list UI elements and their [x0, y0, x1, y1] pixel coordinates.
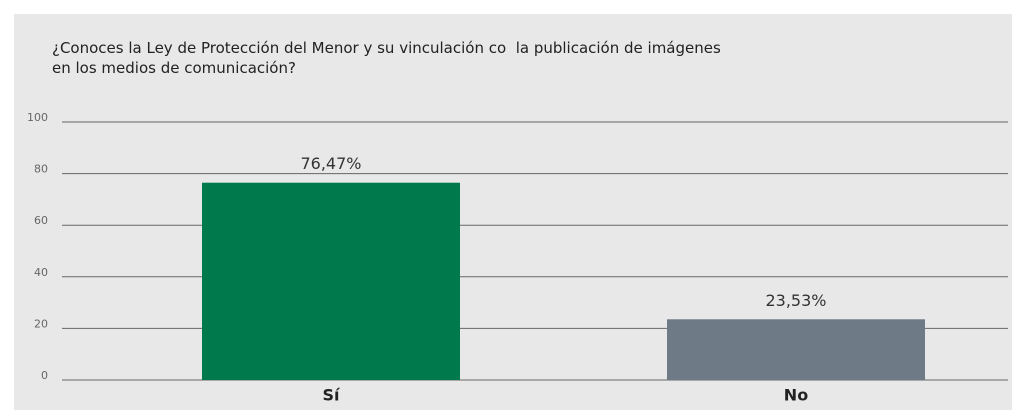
- y-tick-label: 20: [34, 317, 48, 330]
- value-label: 76,47%: [300, 154, 361, 173]
- bar: [202, 182, 460, 380]
- y-tick-label: 60: [34, 214, 48, 227]
- x-tick-label: Sí: [322, 386, 341, 405]
- bar: [667, 319, 925, 380]
- value-label: 23,53%: [765, 291, 826, 310]
- y-tick-label: 100: [27, 111, 48, 124]
- y-tick-label: 0: [41, 369, 48, 382]
- x-tick-label: No: [784, 386, 808, 405]
- chart-title: ¿Conoces la Ley de Protección del Menor …: [52, 39, 721, 77]
- y-tick-label: 40: [34, 266, 48, 279]
- y-tick-label: 80: [34, 163, 48, 176]
